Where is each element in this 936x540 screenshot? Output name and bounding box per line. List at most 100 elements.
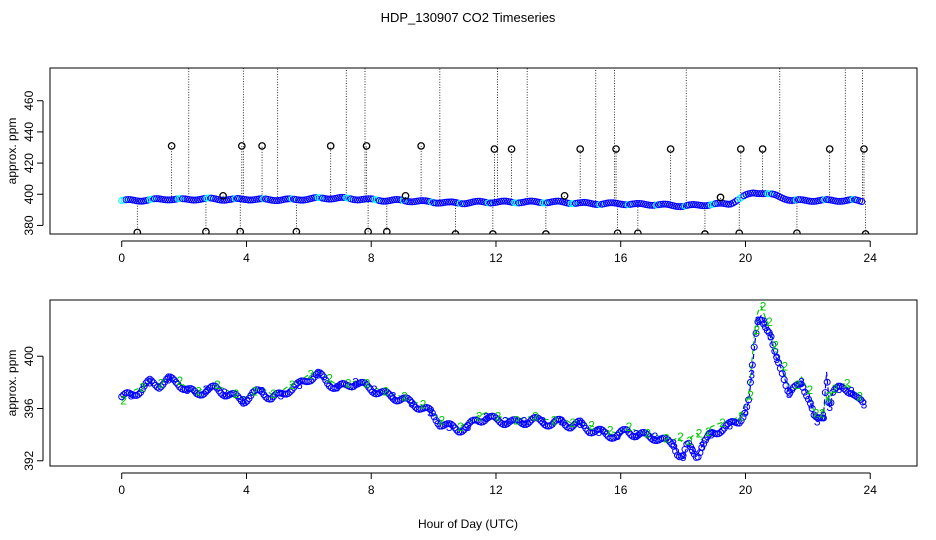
series-3-label: 3: [820, 409, 827, 423]
series-3-label: 3: [848, 384, 855, 398]
top-x-tick-label: 12: [489, 251, 503, 265]
series-3-point: [232, 390, 240, 398]
bottom-data-marks: 2 32 3 2 3 23 2 3 23 2 32 3 2 32 32 3 23 2 3 2 3 2 3 2 3 232 3 2 32 3…: [118, 300, 868, 464]
series-3-point: [717, 428, 725, 436]
series-3-label: 3: [596, 425, 603, 439]
top-y-tick-label: 380: [22, 215, 36, 235]
baseline-point: [635, 199, 643, 207]
series-3-label: 3: [836, 382, 843, 396]
series-3-point: [848, 390, 856, 398]
series-3-label: 3: [352, 375, 359, 389]
series-3-point: [286, 388, 294, 396]
series-3-point: [664, 436, 672, 444]
top-x-tick-label: 20: [739, 251, 753, 265]
series-2-label: 2: [663, 432, 670, 446]
series-2-label: 2: [158, 377, 165, 391]
series-3-point: [202, 388, 210, 396]
spike-point: [860, 145, 868, 153]
baseline-point: [338, 193, 346, 201]
series-3-point: [745, 396, 753, 404]
top-y-tick-label: 440: [22, 122, 36, 142]
series-3-point: [823, 378, 831, 386]
series-3-point: [385, 390, 393, 398]
baseline-point: [299, 196, 307, 204]
baseline-point: [419, 197, 427, 205]
series-2-label: 2: [794, 378, 801, 392]
spike-point: [825, 145, 834, 153]
series-3-point: [799, 383, 807, 391]
series-3-point: [138, 386, 146, 394]
series-3-point: [784, 387, 792, 395]
baseline-point: [605, 199, 613, 207]
baseline-point: [188, 196, 196, 204]
series-2-label: 2: [308, 368, 315, 382]
baseline-point: [847, 196, 855, 204]
baseline-point: [233, 195, 241, 203]
series-2-label: 2: [696, 426, 703, 440]
series-2-label: 2: [813, 407, 820, 421]
series-3-label: 3: [221, 386, 228, 400]
spike-point: [777, 55, 783, 61]
baseline-point: [659, 200, 667, 208]
series-3-point: [322, 376, 330, 384]
series-3-label: 3: [577, 417, 584, 431]
series-3-point: [241, 399, 249, 407]
series-2-label: 2: [345, 377, 352, 391]
baseline-point: [688, 201, 696, 209]
series-2-label: 2: [705, 425, 712, 439]
series-3-point: [410, 401, 418, 409]
spike-point: [861, 230, 870, 234]
spike-point: [382, 227, 391, 234]
series-3-point: [855, 394, 863, 402]
series-3-label: 3: [826, 400, 833, 414]
series-3-point: [778, 369, 786, 377]
series-3-point: [756, 316, 764, 324]
baseline-point: [391, 196, 399, 204]
series-3-point: [688, 446, 696, 454]
baseline-point: [351, 196, 359, 204]
series-2-label: 2: [382, 384, 389, 398]
baseline-point: [570, 200, 578, 208]
series-3-label: 3: [502, 415, 509, 429]
baseline-point: [434, 199, 442, 207]
series-3-point: [672, 447, 680, 455]
baseline-point: [445, 198, 453, 206]
series-3-point: [316, 369, 324, 377]
series-2-label: 2: [326, 371, 333, 385]
series-3-point: [426, 406, 434, 414]
baseline-point: [821, 196, 829, 204]
series-3-point: [189, 385, 197, 393]
series-3-label: 3: [742, 404, 749, 418]
spike-point: [542, 230, 550, 234]
baseline-point: [805, 197, 813, 205]
baseline-point: [823, 196, 831, 204]
baseline-point: [336, 193, 344, 201]
series-3-label: 3: [277, 388, 284, 402]
bottom-y-tick-label: 392: [22, 450, 36, 470]
bottom-y-tick-label: 396: [22, 398, 36, 418]
spike-point: [274, 52, 280, 58]
series-3-label: 3: [334, 381, 341, 395]
series-3-point: [462, 424, 470, 432]
series-3-point: [118, 393, 126, 401]
series-3-point: [827, 399, 835, 407]
baseline-point: [511, 199, 519, 207]
baseline-point: [447, 198, 455, 206]
series-3-point: [204, 386, 212, 394]
baseline-point: [578, 198, 586, 206]
spike-point: [490, 145, 499, 153]
series-2-label: 2: [476, 409, 483, 423]
top-panel: 0 4 8 12 16 20 24 380 400 420 440 460 approx. ppm: [5, 52, 918, 265]
series-3-point: [821, 389, 829, 397]
spike-point: [758, 145, 767, 153]
baseline-point: [286, 195, 294, 203]
baseline-point: [150, 195, 158, 203]
spike-point: [401, 191, 410, 200]
baseline-point: [749, 189, 757, 197]
spike-point: [859, 55, 865, 61]
series-3-label: 3: [521, 415, 528, 429]
series-3-point: [267, 395, 275, 403]
series-3-point: [449, 422, 457, 430]
spike-point: [634, 229, 642, 234]
series-3-point: [307, 377, 315, 385]
